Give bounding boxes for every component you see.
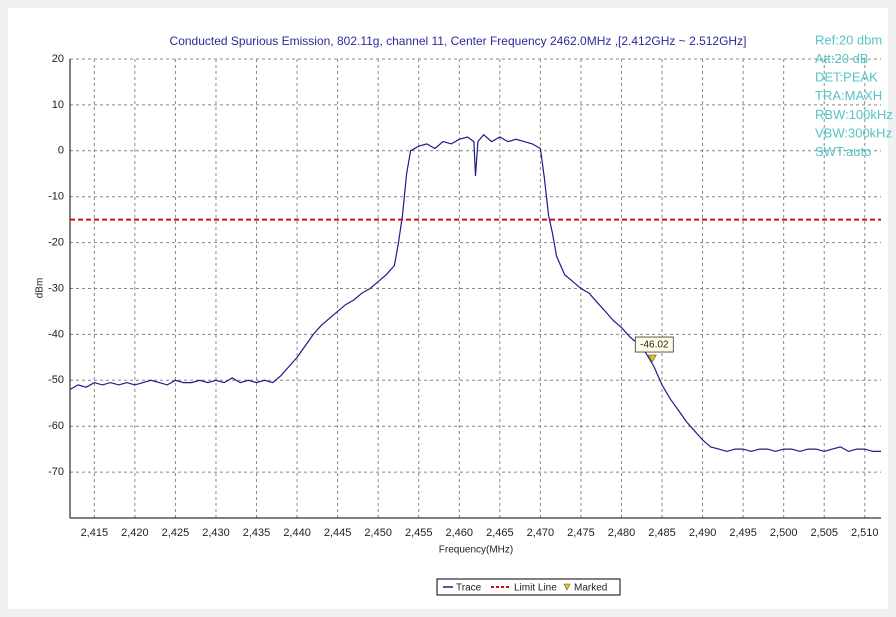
- x-tick-label: 2,440: [283, 527, 311, 539]
- x-axis-label: Frequency(MHz): [439, 545, 513, 556]
- x-tick-label: 2,505: [810, 527, 838, 539]
- legend-marker-swatch: [563, 583, 571, 591]
- x-tick-label: 2,425: [162, 527, 190, 539]
- x-tick-label: 2,435: [243, 527, 271, 539]
- setting-text: Att:20 dB: [815, 51, 868, 66]
- x-tick-label: 2,500: [770, 527, 798, 539]
- x-tick-label: 2,465: [486, 527, 514, 539]
- marker-label-box: [634, 336, 674, 353]
- legend-label: Limit Line: [514, 583, 557, 594]
- y-axis-label: dBm: [35, 278, 46, 299]
- y-tick-label: -50: [48, 374, 64, 386]
- y-tick-label: -10: [48, 191, 64, 203]
- x-tick-label: 2,455: [405, 527, 433, 539]
- legend-label: Marked: [574, 583, 607, 594]
- y-tick-label: -70: [48, 466, 64, 478]
- setting-text: DET:PEAK: [815, 70, 878, 85]
- x-tick-label: 2,460: [446, 527, 474, 539]
- legend-box: [436, 578, 621, 596]
- y-tick-label: 10: [52, 99, 64, 111]
- chart-title: Conducted Spurious Emission, 802.11g, ch…: [170, 34, 747, 48]
- x-tick-label: 2,510: [851, 527, 879, 539]
- setting-text: VBW:300kHz: [815, 125, 892, 140]
- chart-background: [8, 8, 888, 609]
- marker-label: -46.02: [640, 340, 669, 351]
- x-tick-label: 2,450: [364, 527, 392, 539]
- x-tick-label: 2,430: [202, 527, 230, 539]
- x-tick-label: 2,475: [567, 527, 595, 539]
- x-tick-label: 2,480: [608, 527, 636, 539]
- marker: [647, 354, 657, 363]
- y-tick-label: 0: [58, 145, 64, 157]
- y-tick-label: -20: [48, 237, 64, 249]
- x-tick-label: 2,445: [324, 527, 352, 539]
- x-tick-label: 2,495: [729, 527, 757, 539]
- legend-label: Trace: [456, 583, 482, 594]
- x-tick-label: 2,420: [121, 527, 149, 539]
- setting-text: Ref:20 dbm: [815, 32, 882, 47]
- x-tick-label: 2,470: [527, 527, 555, 539]
- setting-text: RBW:100kHz: [815, 107, 893, 122]
- x-tick-label: 2,490: [689, 527, 717, 539]
- setting-text: TRA:MAXH: [815, 88, 882, 103]
- x-tick-label: 2,485: [648, 527, 676, 539]
- trace-line: [69, 133, 881, 453]
- setting-text: SWT:auto: [815, 144, 871, 159]
- y-tick-label: 20: [52, 53, 64, 65]
- y-tick-label: -60: [48, 420, 64, 432]
- x-tick-label: 2,415: [81, 527, 109, 539]
- y-tick-label: -40: [48, 328, 64, 340]
- y-tick-label: -30: [48, 282, 64, 294]
